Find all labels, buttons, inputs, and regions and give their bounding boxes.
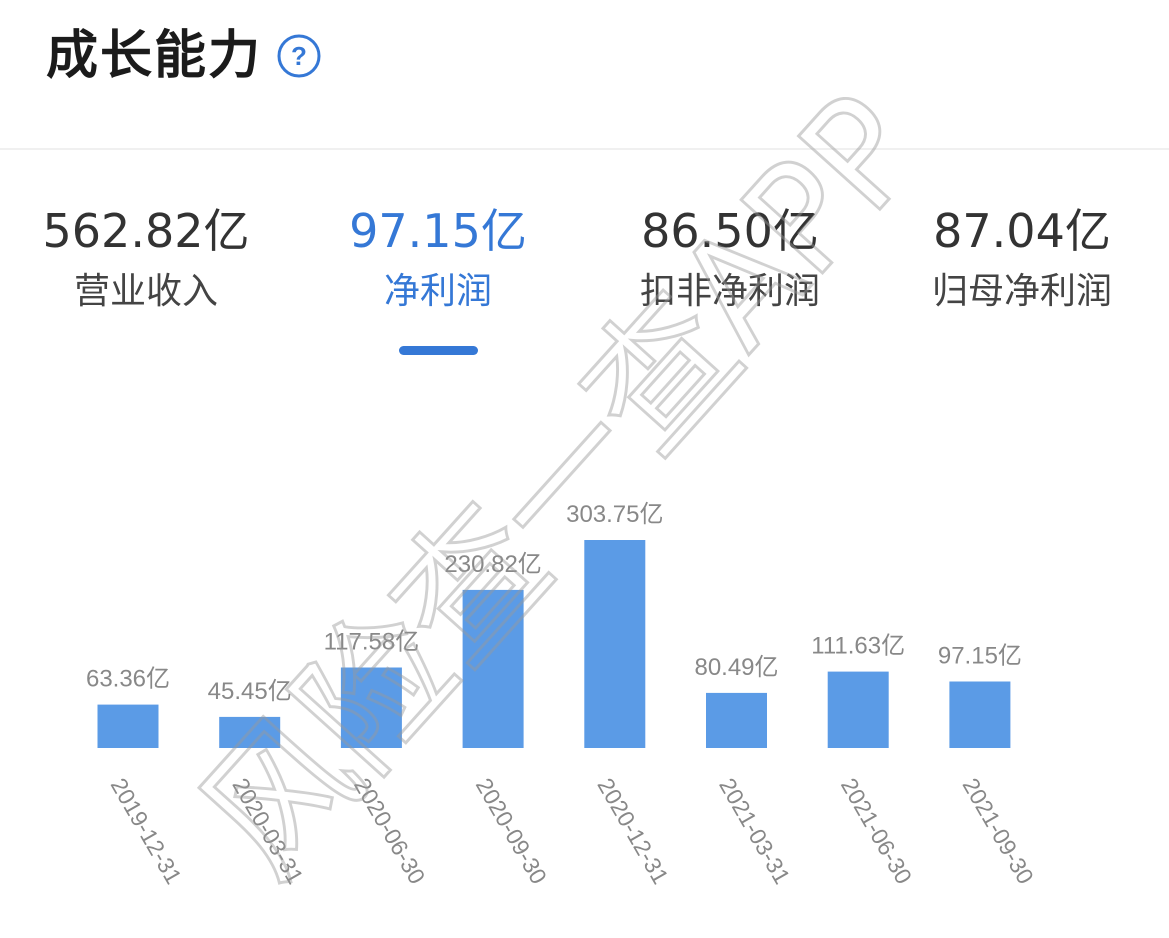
x-axis-tick-label: 2021-03-31 [714,774,795,889]
bar-value-label: 117.58亿 [324,629,420,656]
bar-value-label: 230.82亿 [444,551,541,578]
x-axis-tick-label: 2021-09-30 [958,774,1039,889]
chart-bar[interactable] [949,681,1011,749]
metric-value: 87.04亿 [933,204,1111,258]
bar-value-label: 111.63亿 [811,633,905,660]
section-header: 成长能力 ? [0,0,1169,150]
x-axis-tick-label: 2020-09-30 [471,774,552,889]
chart-bar[interactable] [584,540,646,748]
metric-tab-net-profit[interactable]: 97.15亿 净利润 [338,200,538,318]
bar-value-label: 303.75亿 [566,501,663,528]
chart-bar[interactable] [706,692,767,748]
section-title: 成长能力 [46,26,263,86]
bar-value-label: 63.36亿 [86,666,170,693]
metric-tab-parent-net-profit[interactable]: 87.04亿 归母净利润 [910,200,1134,318]
metric-value: 86.50亿 [641,204,819,258]
chart-bar[interactable] [97,704,159,748]
chart-bar[interactable] [340,667,402,749]
chart-bar[interactable] [827,671,889,748]
active-tab-indicator [399,346,478,355]
question-circle-icon[interactable]: ? [276,33,322,79]
bar-value-label: 45.45亿 [208,678,292,705]
bar-value-label: 97.15亿 [938,643,1022,670]
x-axis-tick-label: 2020-03-31 [227,774,308,889]
x-axis-tick-label: 2021-06-30 [836,774,917,889]
metric-label: 营业收入 [73,271,218,312]
x-axis-tick-label: 2019-12-31 [106,774,187,889]
x-axis-tick-label: 2020-12-31 [592,774,673,889]
metric-value: 562.82亿 [42,204,250,258]
metric-tab-deducted-net-profit[interactable]: 86.50亿 扣非净利润 [620,200,840,318]
bar-value-label: 80.49亿 [694,654,778,681]
chart-bar[interactable] [462,589,524,748]
metric-label: 扣非净利润 [639,271,820,312]
metric-tab-revenue[interactable]: 562.82亿 营业收入 [33,200,259,318]
x-axis-tick-label: 2020-06-30 [349,774,430,889]
metric-label: 归母净利润 [931,271,1112,312]
svg-text:?: ? [291,41,307,71]
metric-label: 净利润 [383,271,492,312]
chart-bar[interactable] [219,716,281,748]
metric-value: 97.15亿 [349,204,527,258]
